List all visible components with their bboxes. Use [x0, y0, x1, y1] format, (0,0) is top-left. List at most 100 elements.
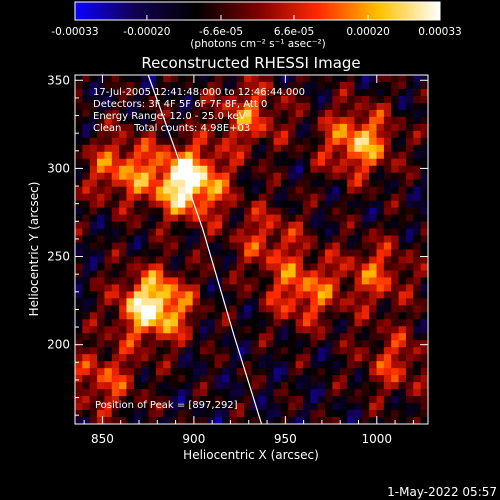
heatmap-cell [332, 277, 341, 285]
heatmap-cell [244, 347, 252, 355]
heatmap-cell [420, 144, 428, 153]
heatmap-cell [111, 291, 120, 299]
heatmap-cell [325, 333, 333, 341]
heatmap-cell [369, 403, 377, 411]
heatmap-cell [82, 270, 91, 278]
heatmap-cell [295, 256, 304, 264]
heatmap-cell [361, 361, 370, 369]
heatmap-cell [236, 340, 245, 348]
heatmap-cell [104, 333, 113, 341]
heatmap-cell [192, 186, 201, 195]
heatmap-cell [317, 116, 326, 125]
heatmap-cell [119, 165, 127, 174]
heatmap-cell [347, 235, 355, 243]
heatmap-cell [339, 172, 348, 181]
heatmap-cell [420, 389, 428, 397]
heatmap-cell [383, 284, 392, 292]
heatmap-cell [369, 375, 377, 383]
heatmap-cell [251, 361, 260, 369]
heatmap-cell [273, 95, 282, 104]
heatmap-cell [280, 75, 289, 83]
heatmap-cell [155, 298, 164, 306]
heatmap-cell [266, 144, 274, 153]
heatmap-cell [369, 109, 377, 118]
heatmap-cell [222, 298, 230, 306]
heatmap-cell [413, 165, 422, 174]
heatmap-cell [104, 249, 113, 257]
heatmap-cell [244, 389, 252, 397]
heatmap-cell [361, 214, 370, 222]
heatmap-cell [339, 263, 348, 271]
heatmap-cell [398, 158, 407, 167]
heatmap-cell [75, 193, 83, 202]
heatmap-cell [295, 109, 304, 118]
heatmap-cell [354, 95, 363, 104]
heatmap-cell [383, 375, 392, 383]
heatmap-cell [97, 277, 105, 285]
heatmap-cell [354, 137, 363, 146]
heatmap-cell [391, 242, 399, 250]
heatmap-cell [89, 116, 98, 125]
heatmap-cell [391, 354, 399, 362]
heatmap-cell [295, 151, 304, 160]
heatmap-cell [266, 319, 274, 327]
heatmap-cell [222, 375, 230, 383]
heatmap-cell [192, 361, 201, 369]
heatmap-cell [111, 144, 120, 153]
heatmap-cell [332, 256, 341, 264]
heatmap-cell [141, 151, 149, 160]
heatmap-cell [310, 137, 319, 146]
heatmap-cell [104, 137, 113, 146]
heatmap-cell [295, 263, 304, 271]
heatmap-cell [89, 193, 98, 202]
heatmap-cell [207, 312, 216, 320]
heatmap-cell [325, 172, 333, 181]
heatmap-cell [104, 347, 113, 355]
heatmap-cell [236, 305, 245, 313]
heatmap-cell [163, 326, 171, 334]
heatmap-cell [398, 221, 407, 229]
heatmap-cell [317, 228, 326, 236]
heatmap-cell [170, 75, 179, 83]
heatmap-cell [398, 228, 407, 236]
heatmap-cell [398, 81, 407, 90]
heatmap-cell [82, 263, 91, 271]
heatmap-cell [148, 95, 157, 104]
heatmap-cell [185, 361, 194, 369]
heatmap-cell [222, 137, 230, 146]
heatmap-cell [222, 410, 230, 418]
heatmap-cell [273, 75, 282, 83]
heatmap-cell [177, 179, 186, 188]
heatmap-cell [177, 389, 186, 397]
heatmap-cell [391, 81, 399, 90]
heatmap-cell [280, 95, 289, 104]
heatmap-cell [266, 333, 274, 341]
heatmap-cell [185, 179, 194, 188]
heatmap-cell [376, 214, 385, 222]
heatmap-cell [391, 263, 399, 271]
heatmap-cell [310, 312, 319, 320]
heatmap-cell [347, 95, 355, 104]
heatmap-cell [89, 270, 98, 278]
heatmap-cell [119, 130, 127, 139]
heatmap-cell [339, 109, 348, 118]
heatmap-cell [347, 102, 355, 111]
heatmap-cell [82, 312, 91, 320]
heatmap-cell [317, 102, 326, 111]
heatmap-cell [420, 263, 428, 271]
heatmap-cell [111, 354, 120, 362]
heatmap-cell [302, 347, 311, 355]
heatmap-cell [89, 130, 98, 139]
heatmap-cell [192, 200, 201, 209]
heatmap-cell [302, 298, 311, 306]
heatmap-cell [133, 109, 142, 118]
heatmap-cell [325, 277, 333, 285]
heatmap-cell [89, 249, 98, 257]
heatmap-cell [369, 88, 377, 97]
heatmap-cell [413, 116, 422, 125]
heatmap-cell [207, 319, 216, 327]
heatmap-cell [207, 186, 216, 195]
colorbar-tick-label: 6.6e-05 [274, 26, 314, 38]
heatmap-cell [405, 228, 414, 236]
heatmap-cell [155, 319, 164, 327]
